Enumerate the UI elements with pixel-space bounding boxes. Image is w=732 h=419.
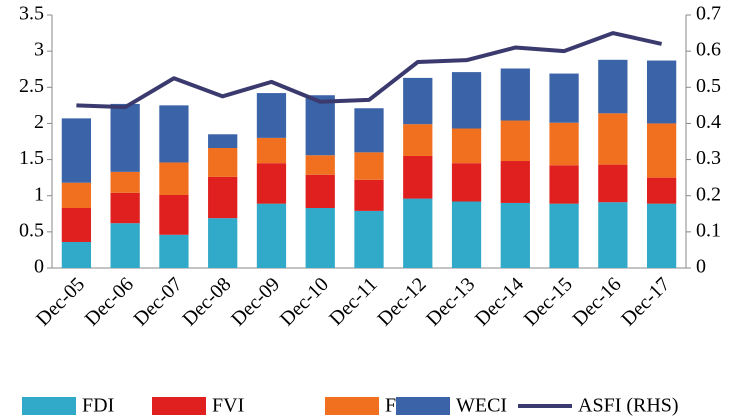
y2-tick-label: 0.3 [696,147,721,169]
bar-segment [256,163,287,204]
bar-segment [646,177,677,204]
bar-segment [110,223,140,268]
y-tick-label: 2.5 [19,75,44,97]
bar-segment [354,108,384,153]
bar-segment [549,165,579,204]
bar-segment [646,203,677,268]
bar-segment [451,163,482,202]
bar-segment [500,202,530,268]
bar-segment [354,179,384,211]
line-series [76,31,663,110]
bar-segment [598,202,628,268]
y2-tick-label: 0.2 [696,183,721,205]
x-tick-label: Dec-10 [276,273,333,330]
bar-segment [61,182,92,209]
y2-tick-label: 0.4 [696,111,721,133]
bar-segment [403,198,433,268]
x-tick-label: Dec-12 [373,273,430,330]
bar-segment [256,93,287,138]
legend-swatch [396,397,450,415]
bar-segment [305,208,335,268]
legend-label: ASFI (RHS) [578,395,679,417]
x-tick-label: Dec-14 [471,273,528,330]
bar-segment [500,120,530,162]
y-tick-label: 2 [34,111,44,133]
bar-segment [403,77,433,125]
bar-segment [110,192,140,224]
bar-segment [598,164,628,203]
bar-segment [549,122,579,166]
x-tick-label: Dec-06 [81,273,138,330]
bar-segment [451,201,482,268]
bar-segment [61,118,92,183]
y-tick-label: 0.5 [19,219,44,241]
y-tick-label: 1 [34,183,44,205]
bar-segment [500,68,530,121]
y2-tick-label: 0.6 [696,39,721,61]
legend-swatch [152,397,206,415]
bar-segment [159,105,189,163]
bar-segment [256,137,287,164]
bar-segment [354,210,384,268]
bar-segment [598,59,628,114]
y2-tick-label: 0 [696,256,706,278]
bar-segment [354,152,384,180]
legend-swatch [22,397,76,415]
y-tick-label: 1.5 [19,147,44,169]
bar-segment [208,218,238,268]
bar-segment [549,203,579,268]
x-tick-label: Dec-17 [617,273,674,330]
bar-segment [159,162,189,195]
bar-segment [110,103,140,172]
legend-label: FVI [212,395,244,417]
x-tick-label: Dec-11 [325,273,382,330]
x-tick-label: Dec-16 [568,273,625,330]
x-tick-label: Dec-08 [178,273,235,330]
y2-tick-label: 0.5 [696,75,721,97]
bar-segment [646,60,677,124]
bar-segment [208,148,238,177]
bar-segment [61,208,92,242]
bar-segment [159,234,189,268]
legend-label: FDI [82,395,114,417]
bar-segment [451,128,482,164]
bar-segment [549,73,579,123]
y-tick-label: 3 [34,39,44,61]
x-tick-label: Dec-09 [227,273,284,330]
bar-segment [646,123,677,178]
bar-segment [403,124,433,156]
x-tick-label: Dec-07 [130,273,187,330]
bar-segment [305,174,335,209]
bar-segment [305,155,335,175]
bar-segment [256,203,287,268]
x-tick-label: Dec-15 [520,273,577,330]
bar-segment [159,194,189,235]
x-tick-label: Dec-05 [32,273,89,330]
legend-label: WECI [456,395,507,417]
y-tick-label: 3.5 [19,3,44,25]
legend-swatch [325,397,379,415]
bar-segment [500,161,530,203]
bar-segment [305,95,335,156]
bar-segment [110,171,140,193]
y-tick-label: 0 [34,256,44,278]
bar-segment [403,155,433,199]
bar-segment [598,113,628,165]
bar-segment [208,134,238,149]
bar-segment [61,241,92,268]
y2-tick-label: 0.7 [696,3,721,25]
y2-tick-label: 0.1 [696,219,721,241]
x-tick-label: Dec-13 [422,273,479,330]
bar-segment [208,176,238,219]
bar-segment [451,72,482,129]
